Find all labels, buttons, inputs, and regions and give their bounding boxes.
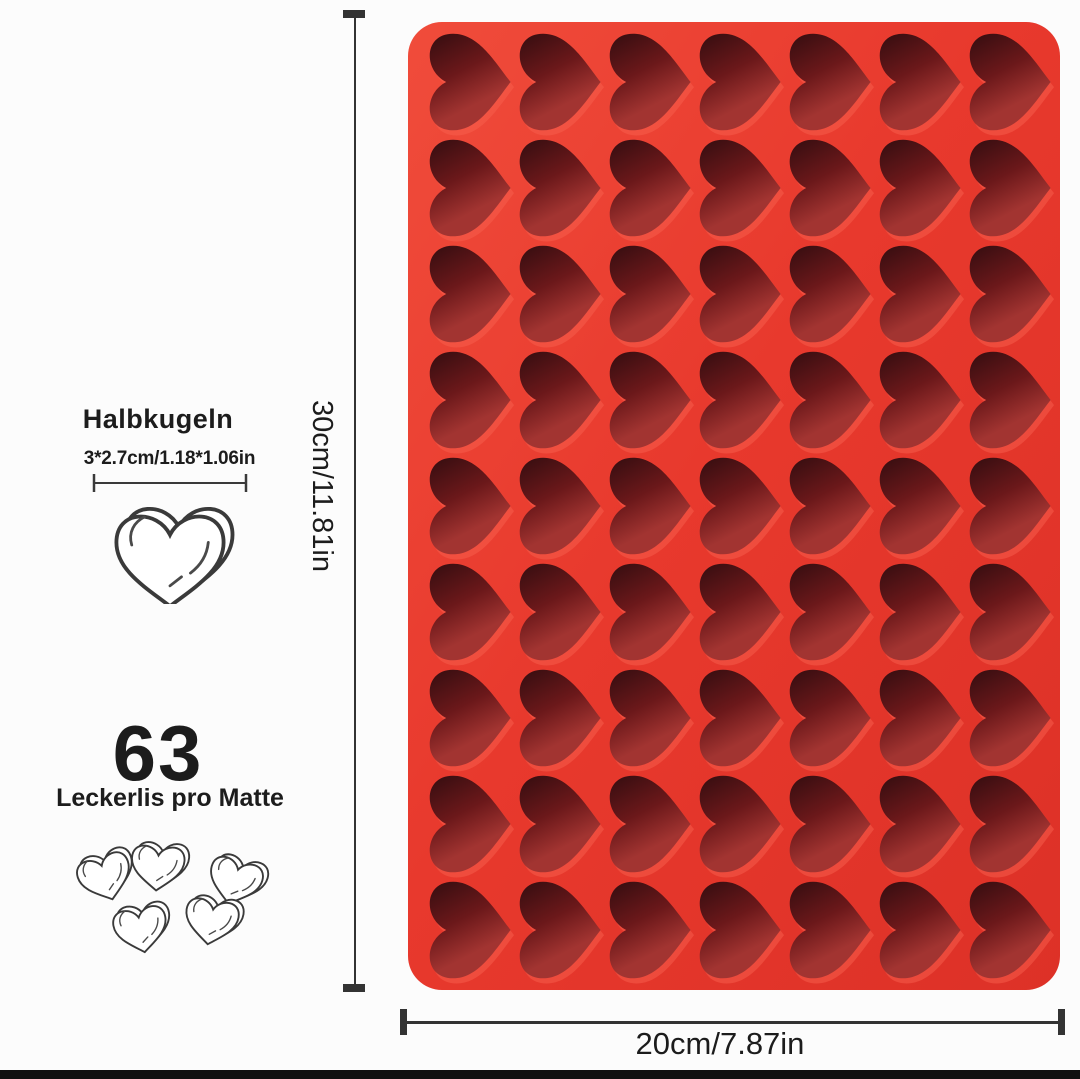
hearts-cluster-illustration [50, 815, 290, 965]
heart-cavity [429, 351, 515, 454]
heart-cavity [879, 245, 965, 348]
heart-cavity [969, 881, 1055, 984]
cavity-count-caption: Leckerlis pro Matte [56, 784, 284, 812]
heart-cavity [609, 351, 695, 454]
bottom-divider-bar [0, 1070, 1080, 1079]
heart-cavity [789, 563, 875, 666]
height-dim-line [354, 12, 356, 990]
heart-cavity [699, 457, 785, 560]
width-dim-label: 20cm/7.87in [635, 1026, 805, 1061]
heart-cavity [969, 775, 1055, 878]
silicone-heart-mold [408, 22, 1060, 990]
heart-cavity [879, 457, 965, 560]
heart-cavity [789, 245, 875, 348]
heart-cavity [969, 139, 1055, 242]
heart-cavity [519, 669, 605, 772]
heart-cavity [879, 33, 965, 136]
width-dim-right-cap [1058, 1009, 1065, 1035]
heart-cavity [519, 563, 605, 666]
heart-cavity [879, 775, 965, 878]
heart-cavity [609, 775, 695, 878]
heart-cavity [429, 881, 515, 984]
small-heart-icon [185, 894, 245, 946]
small-heart-icon [76, 846, 133, 901]
heart-cavity [879, 563, 965, 666]
heart-cavity [969, 351, 1055, 454]
height-dim-bottom-cap [343, 984, 365, 992]
heart-cavity [789, 775, 875, 878]
heart-cavity [519, 457, 605, 560]
heart-cavity [429, 245, 515, 348]
heart-cavity [429, 33, 515, 136]
heart-cavity [609, 139, 695, 242]
heart-cavity [789, 351, 875, 454]
heart-cavity [519, 245, 605, 348]
heart-cavity [879, 881, 965, 984]
heart-cavity [699, 563, 785, 666]
cell-width-dimension-line [92, 474, 248, 492]
cell-shape-title: Halbkugeln [82, 404, 234, 434]
heart-cavity [969, 563, 1055, 666]
heart-cavity [789, 881, 875, 984]
heart-cavity [699, 669, 785, 772]
heart-cavity [699, 139, 785, 242]
heart-cavity [609, 33, 695, 136]
heart-cavity [699, 33, 785, 136]
heart-cavity [429, 139, 515, 242]
small-heart-icon [210, 853, 270, 905]
heart-cavity [789, 33, 875, 136]
heart-cavity [789, 669, 875, 772]
heart-cavity [969, 33, 1055, 136]
heart-cavity [519, 351, 605, 454]
heart-cavity [879, 669, 965, 772]
heart-cavity [789, 457, 875, 560]
heart-cavity [609, 457, 695, 560]
heart-cavity [789, 139, 875, 242]
heart-cavity [429, 457, 515, 560]
heart-cavity [519, 775, 605, 878]
heart-cavity [429, 563, 515, 666]
heart-cavity [969, 245, 1055, 348]
heart-cavity [879, 351, 965, 454]
heart-cavity [519, 139, 605, 242]
heart-cavity [609, 245, 695, 348]
heart-cavity [609, 563, 695, 666]
cell-size-label: 3*2.7cm/1.18*1.06in [83, 448, 256, 469]
heart-outline-illustration [114, 506, 235, 604]
heart-cavity [969, 457, 1055, 560]
heart-cavity [699, 351, 785, 454]
heart-cavity [699, 881, 785, 984]
heart-cavity [429, 669, 515, 772]
height-dim-label: 30cm/11.81in [306, 400, 338, 572]
cavity-count: 63 [112, 709, 204, 797]
small-heart-icon [131, 841, 191, 892]
width-dim-line [403, 1021, 1063, 1024]
heart-cavity [699, 245, 785, 348]
cavity-grid [429, 33, 1055, 984]
heart-cavity [609, 881, 695, 984]
heart-cavity [609, 669, 695, 772]
small-heart-icon [112, 900, 171, 954]
heart-cavity [519, 33, 605, 136]
heart-cavity [879, 139, 965, 242]
heart-cavity [429, 775, 515, 878]
heart-cavity [519, 881, 605, 984]
heart-cavity [699, 775, 785, 878]
heart-cavity [969, 669, 1055, 772]
